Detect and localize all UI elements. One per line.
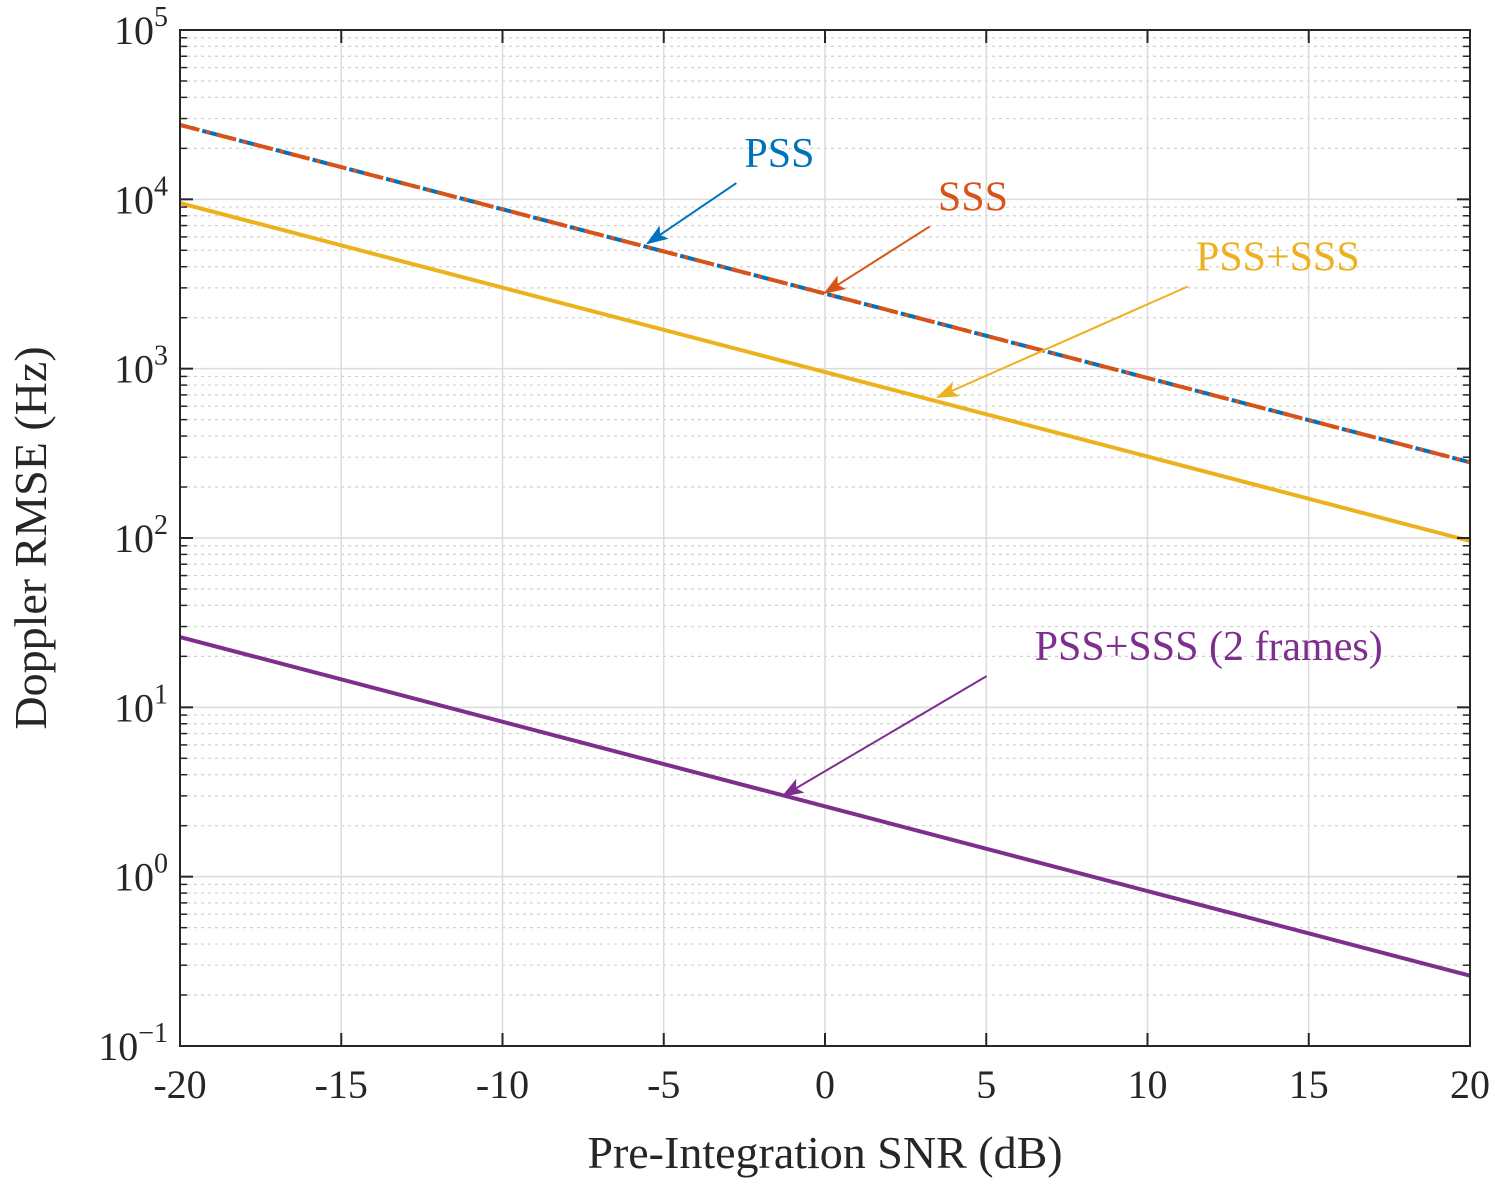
y-tick-base: 10 bbox=[114, 347, 154, 392]
y-tick-exponent: 4 bbox=[154, 171, 168, 202]
y-tick-label: 101 bbox=[114, 679, 168, 730]
series-line-pss-sss-2-frames bbox=[179, 635, 1471, 978]
annotation-arrow bbox=[781, 675, 988, 797]
y-tick-exponent: 1 bbox=[154, 679, 168, 710]
y-tick-label: 100 bbox=[114, 849, 168, 900]
annotation-label: PSS+SSS (2 frames) bbox=[1035, 624, 1383, 670]
y-tick-base: 10 bbox=[114, 685, 154, 730]
y-tick-base: 10 bbox=[114, 177, 154, 222]
x-tick-label: 15 bbox=[1289, 1062, 1329, 1107]
x-tick-label: 20 bbox=[1450, 1062, 1490, 1107]
y-tick-label: 103 bbox=[114, 341, 168, 392]
y-tick-exponent: 2 bbox=[154, 510, 168, 541]
annotation-arrow bbox=[645, 182, 737, 245]
x-tick-label: 0 bbox=[815, 1062, 835, 1107]
annotation-arrow bbox=[823, 225, 931, 295]
y-tick-exponent: −1 bbox=[138, 1018, 168, 1049]
ticks bbox=[179, 29, 1471, 1047]
x-tick-label: -15 bbox=[315, 1062, 368, 1107]
y-tick-label: 102 bbox=[114, 510, 168, 561]
y-tick-base: 10 bbox=[114, 8, 154, 53]
y-tick-label: 10−1 bbox=[98, 1018, 168, 1069]
annotation-layer: PSS SSS PSS+SSS PSS+SSS (2 frames) bbox=[645, 131, 1383, 797]
x-tick-label: -5 bbox=[647, 1062, 680, 1107]
y-tick-label: 104 bbox=[114, 171, 168, 222]
series-layer bbox=[179, 123, 1471, 978]
grid bbox=[179, 29, 1471, 1047]
y-tick-base: 10 bbox=[114, 855, 154, 900]
annotation-label: PSS bbox=[744, 131, 814, 177]
annotation-label: PSS+SSS bbox=[1196, 234, 1360, 280]
y-tick-base: 10 bbox=[114, 516, 154, 561]
series-line-pss-sss bbox=[179, 201, 1471, 543]
annotation-label: SSS bbox=[938, 174, 1008, 220]
y-tick-exponent: 0 bbox=[154, 849, 168, 880]
series-line-pss bbox=[179, 123, 1471, 465]
x-tick-labels: -20 -15 -10 -5 0 5 10 15 20 bbox=[153, 1062, 1490, 1107]
annotation-arrow bbox=[936, 285, 1189, 398]
x-tick-label: 10 bbox=[1128, 1062, 1168, 1107]
x-tick-label: -20 bbox=[153, 1062, 206, 1107]
y-tick-base: 10 bbox=[98, 1024, 138, 1069]
y-axis-label: Doppler RMSE (Hz) bbox=[5, 346, 56, 729]
x-tick-label: -10 bbox=[476, 1062, 529, 1107]
y-tick-exponent: 5 bbox=[154, 2, 168, 33]
x-axis-label: Pre-Integration SNR (dB) bbox=[587, 1127, 1062, 1178]
y-tick-label: 105 bbox=[114, 2, 168, 53]
x-tick-label: 5 bbox=[976, 1062, 996, 1107]
y-tick-exponent: 3 bbox=[154, 341, 168, 372]
series-line-sss bbox=[179, 123, 1471, 465]
